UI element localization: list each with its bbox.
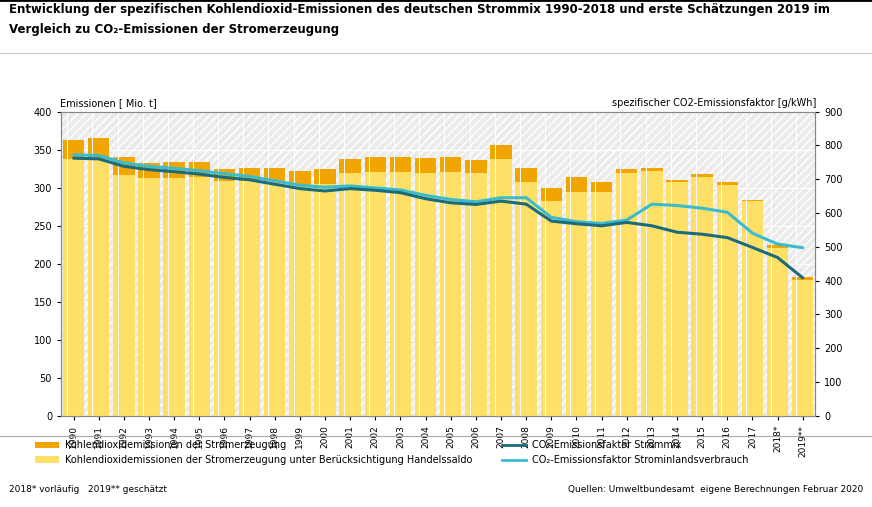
Bar: [113, 175, 134, 416]
Bar: [63, 140, 85, 416]
Bar: [314, 184, 336, 416]
Bar: [239, 180, 261, 416]
Bar: [163, 162, 185, 416]
Bar: [465, 160, 487, 416]
Bar: [541, 188, 562, 416]
Bar: [415, 158, 436, 416]
Bar: [214, 168, 235, 416]
Bar: [792, 279, 814, 416]
Bar: [641, 171, 663, 416]
Bar: [339, 173, 361, 416]
Bar: [88, 138, 110, 416]
Bar: [88, 159, 110, 416]
Bar: [139, 163, 160, 416]
Bar: [139, 177, 160, 416]
Bar: [390, 157, 412, 416]
Bar: [188, 162, 210, 416]
Bar: [515, 168, 537, 416]
Bar: [214, 180, 235, 416]
Bar: [264, 180, 285, 416]
Bar: [515, 182, 537, 416]
Bar: [792, 276, 814, 416]
Bar: [717, 182, 738, 416]
Bar: [239, 168, 261, 416]
Bar: [541, 200, 562, 416]
Bar: [364, 157, 386, 416]
Bar: [691, 174, 713, 416]
Text: Emissionen [ Mio. t]: Emissionen [ Mio. t]: [60, 98, 157, 108]
Bar: [63, 159, 85, 416]
Bar: [163, 177, 185, 416]
Bar: [364, 171, 386, 416]
Bar: [290, 171, 310, 416]
Bar: [440, 157, 461, 416]
Bar: [717, 185, 738, 416]
Bar: [566, 177, 587, 416]
Bar: [490, 145, 512, 416]
Text: 2018* vorläufig   2019** geschätzt: 2018* vorläufig 2019** geschätzt: [9, 485, 167, 494]
Bar: [465, 173, 487, 416]
Text: Vergleich zu CO₂-Emissionen der Stromerzeugung: Vergleich zu CO₂-Emissionen der Stromerz…: [9, 23, 339, 36]
Bar: [742, 200, 763, 416]
Bar: [616, 168, 637, 416]
Bar: [591, 192, 612, 416]
Text: Quellen: Umweltbundesamt  eigene Berechnungen Februar 2020: Quellen: Umweltbundesamt eigene Berechnu…: [568, 485, 863, 494]
Bar: [766, 245, 788, 416]
Bar: [415, 173, 436, 416]
Bar: [616, 173, 637, 416]
Bar: [113, 157, 134, 416]
Bar: [188, 177, 210, 416]
Bar: [440, 171, 461, 416]
Bar: [290, 185, 310, 416]
Bar: [666, 180, 688, 416]
Bar: [264, 168, 285, 416]
Bar: [591, 182, 612, 416]
Bar: [566, 192, 587, 416]
Legend: Kohlendioxidemissionen der Stromerzeugung, Kohlendioxidemissionen der Stromerzeu: Kohlendioxidemissionen der Stromerzeugun…: [31, 437, 753, 469]
Bar: [390, 171, 412, 416]
Bar: [666, 182, 688, 416]
Bar: [691, 177, 713, 416]
Bar: [766, 247, 788, 416]
Bar: [742, 201, 763, 416]
Bar: [641, 168, 663, 416]
Text: spezifischer CO2-Emissionsfaktor [g/kWh]: spezifischer CO2-Emissionsfaktor [g/kWh]: [611, 98, 816, 108]
Bar: [490, 159, 512, 416]
Bar: [339, 159, 361, 416]
Text: Entwicklung der spezifischen Kohlendioxid-Emissionen des deutschen Strommix 1990: Entwicklung der spezifischen Kohlendioxi…: [9, 3, 829, 16]
Bar: [314, 169, 336, 416]
Bar: [61, 112, 815, 416]
